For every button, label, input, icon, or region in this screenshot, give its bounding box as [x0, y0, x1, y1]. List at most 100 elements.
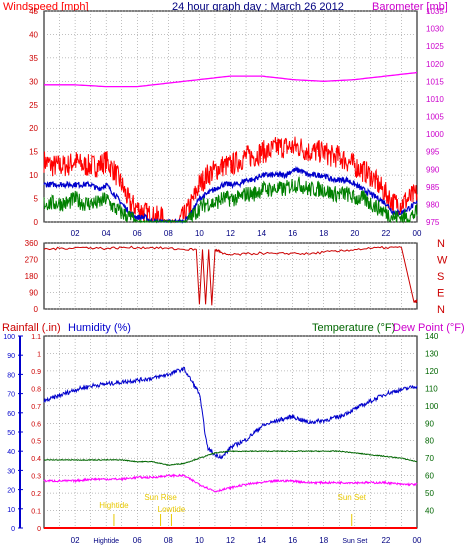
rainfall-tick-label: 0.6: [31, 421, 41, 428]
wind-x-tick-label: 06: [133, 229, 142, 238]
temp-x-tick-label: Sun Set: [342, 538, 367, 545]
barometer-tick-label: 1025: [426, 42, 444, 51]
humidity-tick-label: 100: [3, 334, 15, 341]
temperature-axis-label: Temperature (°F): [312, 322, 395, 334]
windspeed-tick-label: 15: [29, 148, 38, 157]
temperature-tick-label: 120: [425, 367, 439, 376]
wind-x-tick-label: 04: [102, 229, 111, 238]
temperature-tick-label: 110: [425, 384, 438, 393]
event-label: Sun Rise: [144, 493, 177, 502]
dewpoint-line: [43, 473, 418, 493]
humidity-tick-label: 50: [7, 430, 15, 437]
wind-series-line-0: [43, 136, 418, 224]
temp-x-tick-label: 18: [319, 536, 328, 545]
rainfall-tick-label: 1: [37, 351, 41, 358]
windspeed-tick-label: 40: [29, 30, 38, 39]
humidity-tick-label: 30: [7, 468, 15, 475]
barometer-tick-label: 980: [426, 200, 440, 209]
wind-direction-line: [43, 245, 418, 306]
humidity-tick-label: 40: [7, 449, 15, 456]
humidity-tick-label: 70: [7, 392, 15, 399]
temperature-tick-label: 140: [425, 332, 439, 341]
rainfall-tick-label: 0.9: [31, 369, 41, 376]
temperature-tick-label: 70: [425, 454, 434, 463]
rainfall-tick-label: 0.5: [31, 439, 41, 446]
humidity-tick-label: 80: [7, 372, 15, 379]
compass-tick-label: N: [437, 238, 445, 250]
temperature-tick-label: 50: [425, 489, 434, 498]
humidity-tick-label: 60: [7, 411, 15, 418]
humidity-line: [43, 366, 418, 460]
rainfall-tick-label: 1.1: [31, 334, 41, 341]
humidity-tick-label: 20: [7, 488, 15, 495]
windspeed-tick-label: 45: [29, 7, 38, 16]
event-label: Hightide: [99, 501, 129, 510]
windspeed-tick-label: 20: [29, 124, 38, 133]
barometer-tick-label: 1015: [426, 77, 444, 86]
barometer-axis-label: Barometer [mb]: [372, 1, 448, 13]
rainfall-tick-label: 0.3: [31, 474, 41, 481]
windspeed-tick-label: 35: [29, 54, 38, 63]
temperature-tick-label: 100: [425, 402, 439, 411]
dewpoint-axis-label: Dew Point (°F): [393, 322, 465, 334]
compass-tick-label: N: [437, 304, 445, 316]
wind-x-tick-label: 02: [71, 229, 80, 238]
windspeed-tick-label: 30: [29, 77, 38, 86]
temp-x-tick-label: 16: [288, 536, 297, 545]
barometer-tick-label: 1035: [426, 7, 444, 16]
temp-x-tick-label: 12: [226, 536, 235, 545]
temperature-tick-label: 130: [425, 349, 439, 358]
wind-x-tick-label: 18: [319, 229, 328, 238]
direction-tick-label: 360: [25, 239, 39, 248]
temperature-line: [43, 450, 418, 466]
temp-x-tick-label: 00: [413, 536, 422, 545]
wind-x-tick-label: 14: [257, 229, 266, 238]
barometer-tick-label: 1030: [426, 25, 444, 34]
temperature-tick-label: 60: [425, 472, 434, 481]
humidity-axis-label: Humidity (%): [68, 322, 131, 334]
rainfall-tick-label: 0.2: [31, 491, 41, 498]
wind-series-line-1: [43, 165, 418, 224]
temperature-tick-label: 40: [425, 507, 434, 516]
windspeed-tick-label: 25: [29, 101, 38, 110]
rainfall-tick-label: 0.1: [31, 509, 41, 516]
temp-x-tick-label: 14: [257, 536, 266, 545]
compass-tick-label: E: [437, 288, 444, 300]
wind-x-tick-label: 22: [381, 229, 390, 238]
wind-x-tick-label: 20: [350, 229, 359, 238]
barometer-tick-label: 995: [426, 148, 440, 157]
event-label: Sun Set: [337, 493, 366, 502]
barometer-tick-label: 990: [426, 165, 440, 174]
barometer-tick-label: 1020: [426, 60, 444, 69]
humidity-tick-label: 10: [7, 507, 15, 514]
wind-x-tick-label: 10: [195, 229, 204, 238]
rainfall-tick-label: 0.8: [31, 386, 41, 393]
event-label: Lowtide: [158, 505, 186, 514]
barometer-tick-label: 975: [426, 218, 440, 227]
temp-x-tick-label: 10: [195, 536, 204, 545]
barometer-tick-label: 1010: [426, 95, 444, 104]
wind-x-tick-label: 08: [164, 229, 173, 238]
windspeed-tick-label: 5: [34, 195, 39, 204]
windspeed-axis-label: Windspeed [mph]: [3, 1, 89, 13]
barometer-tick-label: 985: [426, 183, 440, 192]
wind-x-tick-label: 16: [288, 229, 297, 238]
temp-x-tick-label: 06: [133, 536, 142, 545]
wind-series-line-2: [43, 176, 418, 224]
barometer-tick-label: 1000: [426, 130, 444, 139]
compass-tick-label: W: [437, 255, 448, 267]
direction-tick-label: 270: [25, 256, 39, 265]
temp-x-tick-label: Hightide: [93, 538, 119, 545]
barometer-line: [44, 71, 418, 88]
direction-tick-label: 180: [25, 272, 39, 281]
temp-x-tick-label: 22: [381, 536, 390, 545]
rainfall-tick-label: 0.4: [31, 456, 41, 463]
chart-title: 24 hour graph day : March 26 2012: [172, 1, 344, 13]
rainfall-tick-label: 0.7: [31, 404, 41, 411]
rainfall-axis-label: Rainfall (.in): [2, 322, 61, 334]
temperature-tick-label: 90: [425, 419, 434, 428]
windspeed-tick-label: 0: [34, 218, 39, 227]
temp-x-tick-label: 02: [71, 536, 80, 545]
